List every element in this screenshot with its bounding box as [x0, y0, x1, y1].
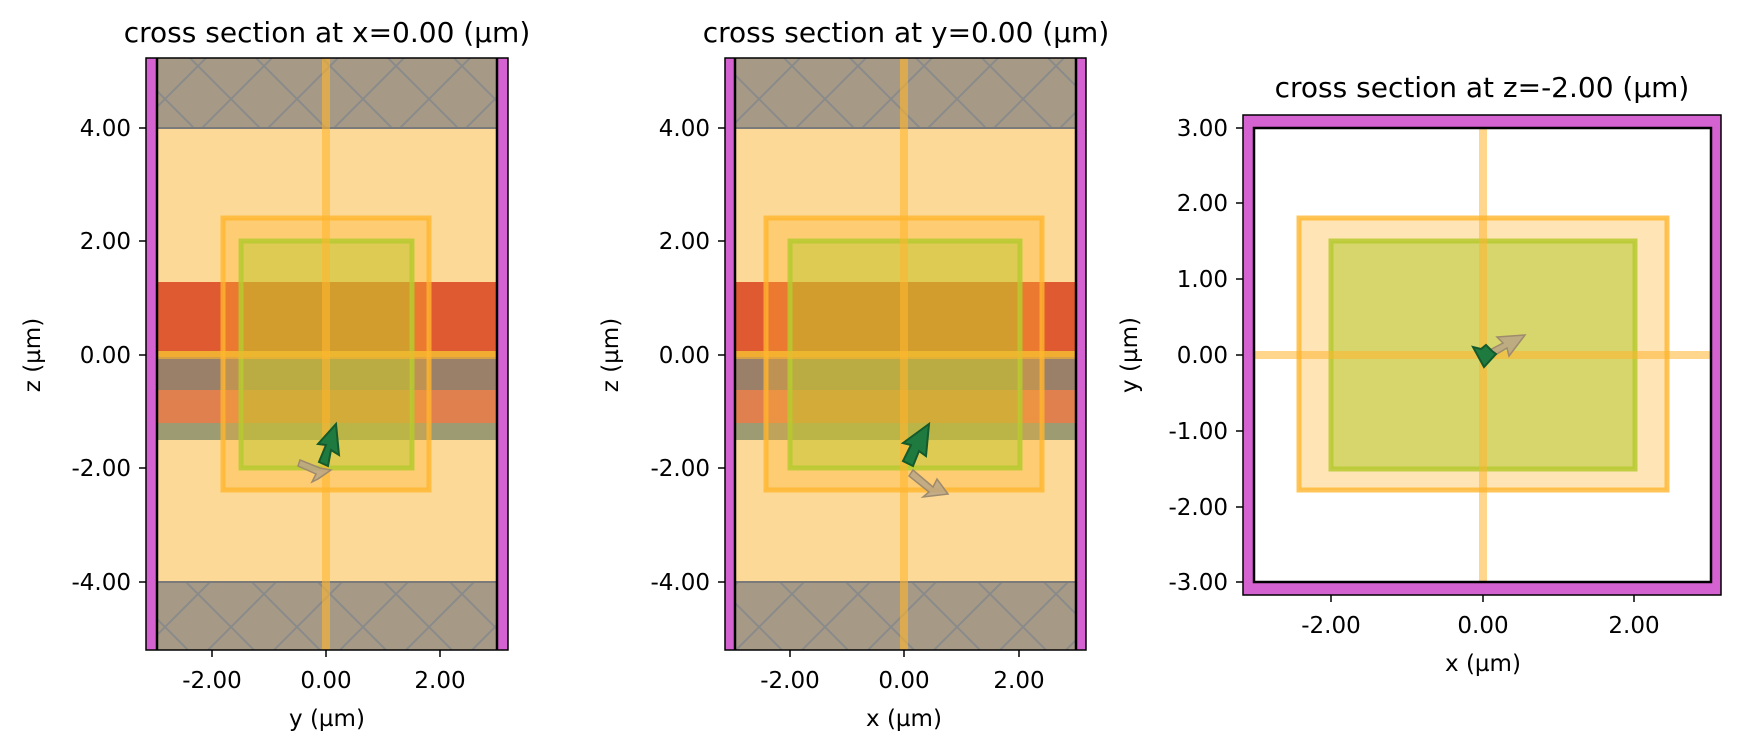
panel-1-xlabel: y (µm)	[289, 706, 365, 732]
panel-1-pml-left	[146, 58, 157, 650]
panel-2-pml-left	[725, 58, 735, 650]
panel-3-xaxis: -2.00 0.00 2.00 x (µm)	[1301, 595, 1660, 677]
panel-2-plot-area	[725, 58, 1086, 650]
panel-3-pml-bottom	[1254, 582, 1711, 595]
panel-3-source-arrow	[1471, 343, 1498, 369]
panel-2-xtick-label: -2.00	[760, 668, 820, 694]
panel-2-yaxis: 4.00 2.00 0.00 -2.00 -4.00 z (µm)	[598, 116, 725, 596]
panel-1-polarization-arrow	[297, 459, 333, 484]
panel-2-frame	[724, 57, 1087, 651]
panel-2-ytick-label: 4.00	[659, 116, 710, 142]
panel-2-ytick-label: -4.00	[650, 570, 710, 596]
panel-3-yaxis: 3.00 2.00 1.00 0.00 -1.00 -2.00 -3.00 y …	[1117, 116, 1243, 596]
panel-1-ytick-label: -4.00	[71, 570, 131, 596]
panel-1-source-arrow	[315, 421, 341, 468]
panel-3-xtick-label: 2.00	[1608, 613, 1659, 639]
panel-3-pml-right	[1711, 115, 1721, 595]
panel-1-plot-area	[146, 58, 508, 650]
panel-1-ytick-label: 0.00	[80, 343, 131, 369]
panel-3-pml-top	[1254, 115, 1711, 128]
panel-1-title: cross section at x=0.00 (µm)	[124, 16, 531, 49]
panel-3-ytick-label: -3.00	[1168, 570, 1228, 596]
panel-1-xtick-label: 0.00	[300, 668, 351, 694]
panel-3-ytick-label: -2.00	[1168, 495, 1228, 521]
panel-2-ytick-label: 0.00	[659, 343, 710, 369]
panel-1-ytick-label: 2.00	[80, 229, 131, 255]
panel-3-ytick-label: 0.00	[1177, 343, 1228, 369]
panel-2: cross section at y=0.00 (µm)	[598, 16, 1109, 732]
panel-1: cross section at x=0.00 (µm)	[20, 16, 530, 732]
panel-1-ytick-label: 4.00	[80, 116, 131, 142]
panel-3-ytick-label: 2.00	[1177, 191, 1228, 217]
panel-3-xlabel: x (µm)	[1445, 651, 1521, 677]
panel-1-yaxis: 4.00 2.00 0.00 -2.00 -4.00 z (µm)	[20, 116, 146, 596]
panel-3-ytick-label: 1.00	[1177, 267, 1228, 293]
panel-2-xtick-label: 2.00	[993, 668, 1044, 694]
panel-3-xtick-label: -2.00	[1301, 613, 1361, 639]
panel-3-xtick-label: 0.00	[1457, 613, 1508, 639]
panel-3-ytick-label: 3.00	[1177, 116, 1228, 142]
panel-2-xtick-label: 0.00	[878, 668, 929, 694]
panel-2-ylabel: z (µm)	[598, 318, 624, 392]
panel-3-ytick-label: -1.00	[1168, 419, 1228, 445]
panel-3-sim-boundary	[1252, 126, 1713, 584]
panel-2-ytick-label: -2.00	[650, 456, 710, 482]
panel-2-ytick-label: 2.00	[659, 229, 710, 255]
panel-2-source-arrow	[900, 421, 931, 468]
panel-2-xlabel: x (µm)	[866, 706, 942, 732]
panel-3: cross section at z=-2.00 (µm) 3.00	[1117, 71, 1722, 677]
panel-1-pml-right	[497, 58, 508, 650]
panel-1-xaxis: -2.00 0.00 2.00 y (µm)	[182, 650, 466, 732]
panel-1-xtick-label: 2.00	[414, 668, 465, 694]
panel-3-pml-left	[1243, 115, 1254, 595]
panel-2-pml-right	[1076, 58, 1086, 650]
panel-2-title: cross section at y=0.00 (µm)	[703, 16, 1110, 49]
panel-1-xtick-label: -2.00	[182, 668, 242, 694]
panel-1-ytick-label: -2.00	[71, 456, 131, 482]
panel-2-xaxis: -2.00 0.00 2.00 x (µm)	[760, 650, 1045, 732]
panel-1-ylabel: z (µm)	[20, 318, 46, 392]
panel-2-polarization-arrow	[907, 468, 950, 499]
panel-1-frame	[145, 57, 509, 651]
panel-3-title: cross section at z=-2.00 (µm)	[1275, 71, 1690, 104]
panel-3-plot-area	[1243, 115, 1721, 595]
panel-3-ylabel: y (µm)	[1117, 317, 1143, 393]
